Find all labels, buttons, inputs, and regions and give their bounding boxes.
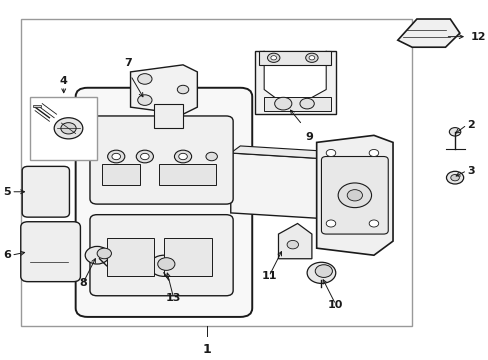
Circle shape [61,123,76,134]
Bar [154,104,183,128]
Circle shape [149,255,178,276]
Circle shape [299,98,314,109]
Polygon shape [397,19,459,47]
Polygon shape [254,51,335,114]
Bar [159,163,216,185]
Circle shape [450,175,458,181]
Polygon shape [130,65,197,114]
FancyBboxPatch shape [22,166,69,217]
Text: 12: 12 [469,32,485,42]
Circle shape [158,258,175,270]
Text: 2: 2 [466,120,474,130]
Bar [102,163,140,185]
Circle shape [270,56,276,60]
Circle shape [174,150,191,163]
Bar [259,51,330,65]
Text: 11: 11 [261,271,276,282]
Polygon shape [230,153,345,220]
Circle shape [97,248,111,259]
Circle shape [140,153,149,160]
Circle shape [448,127,460,136]
Bar [163,238,211,276]
Bar [264,96,330,111]
Circle shape [136,150,153,163]
Circle shape [205,152,217,161]
Polygon shape [264,51,325,100]
Circle shape [325,149,335,157]
Circle shape [177,85,188,94]
Bar [106,238,154,276]
Circle shape [85,246,109,264]
Circle shape [138,95,152,105]
Text: 10: 10 [327,300,343,310]
Text: 6: 6 [3,250,11,260]
Circle shape [368,149,378,157]
Bar [30,96,97,160]
Polygon shape [316,135,392,255]
Text: 13: 13 [165,293,181,302]
Circle shape [338,183,371,208]
Circle shape [54,118,82,139]
Circle shape [325,220,335,227]
Circle shape [274,97,291,110]
Bar [33,105,41,107]
FancyBboxPatch shape [76,88,252,317]
Text: 7: 7 [124,58,132,68]
Circle shape [138,74,152,84]
FancyBboxPatch shape [20,222,80,282]
Circle shape [308,56,314,60]
Circle shape [368,220,378,227]
Text: 1: 1 [202,343,211,356]
Text: 5: 5 [3,187,11,197]
Bar [20,19,411,326]
Circle shape [267,53,279,62]
Text: 9: 9 [305,132,313,142]
Circle shape [112,153,120,160]
Circle shape [446,171,463,184]
Circle shape [107,150,124,163]
FancyBboxPatch shape [90,215,233,296]
Polygon shape [230,146,354,160]
Circle shape [306,262,335,283]
Circle shape [346,190,362,201]
Circle shape [315,265,332,278]
Circle shape [305,53,318,62]
Circle shape [286,240,298,249]
Polygon shape [278,224,311,259]
FancyBboxPatch shape [321,157,387,234]
Text: 8: 8 [79,278,86,288]
FancyBboxPatch shape [90,116,233,204]
Text: 3: 3 [466,166,474,176]
Circle shape [179,153,187,160]
Text: 4: 4 [60,76,67,86]
